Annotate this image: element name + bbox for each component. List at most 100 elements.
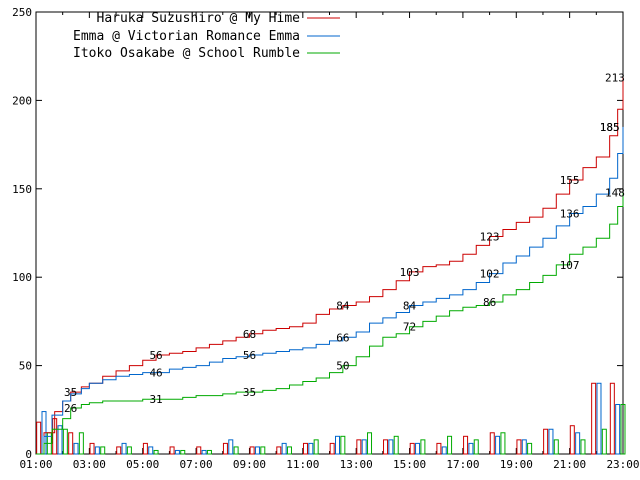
- axes: 0 50 100 150 200 250 01:00 03:00 05:00 07:00 09:00…: [12, 6, 639, 471]
- hourly-bar: [100, 446, 106, 455]
- hourly-bar: [201, 449, 207, 455]
- hourly-bar: [415, 442, 421, 455]
- hourly-bar: [356, 439, 362, 455]
- hourly-bar: [609, 382, 615, 455]
- point-label: 107: [560, 259, 580, 272]
- point-label: 136: [560, 208, 580, 221]
- hourly-bar: [615, 403, 621, 455]
- hourly-bar: [409, 442, 415, 455]
- point-label: 102: [480, 268, 500, 281]
- x-tick-label: 23:00: [606, 458, 639, 471]
- y-tick-label: 0: [25, 448, 32, 461]
- y-tick-label: 250: [12, 6, 32, 19]
- x-tick-label: 03:00: [73, 458, 106, 471]
- hourly-bars: [36, 382, 626, 455]
- plot-frame: [35, 11, 624, 455]
- point-label: 213: [605, 71, 625, 84]
- y-tick-label: 200: [12, 94, 32, 107]
- x-tick-label: 07:00: [180, 458, 213, 471]
- point-label: 123: [480, 231, 500, 244]
- hourly-bar: [57, 425, 63, 455]
- hourly-bar: [142, 442, 148, 455]
- point-label: 31: [149, 393, 162, 406]
- hourly-bar: [596, 382, 602, 455]
- point-label: 46: [149, 367, 162, 380]
- hourly-bar: [286, 446, 292, 455]
- hourly-bar: [388, 439, 394, 455]
- hourly-bar: [73, 442, 79, 455]
- hourly-bar: [463, 435, 469, 455]
- point-label: 56: [243, 349, 256, 362]
- point-label: 68: [243, 328, 256, 341]
- hourly-bar: [436, 442, 442, 455]
- hourly-bar: [36, 421, 42, 455]
- legend-label: Haruka Suzushiro @ My Hime: [97, 11, 301, 26]
- hourly-bar: [489, 432, 495, 455]
- hourly-bar: [222, 442, 228, 455]
- point-label: 148: [605, 186, 625, 199]
- hourly-bar: [249, 446, 255, 455]
- point-label: 84: [403, 299, 417, 312]
- hourly-bar: [233, 446, 239, 455]
- point-label: 50: [336, 360, 349, 373]
- point-label: 84: [336, 299, 350, 312]
- hourly-bar: [495, 435, 501, 455]
- x-tick-label: 13:00: [340, 458, 373, 471]
- hourly-bar: [521, 439, 527, 455]
- hourly-bar: [126, 446, 132, 455]
- point-label: 66: [336, 331, 349, 344]
- hourly-bar: [153, 449, 159, 455]
- hourly-bar: [89, 442, 95, 455]
- hourly-bar: [543, 428, 549, 455]
- hourly-bar: [420, 439, 426, 455]
- point-label: 86: [483, 296, 496, 309]
- hourly-bar: [78, 432, 84, 455]
- hourly-bar: [308, 442, 314, 455]
- series-line: [36, 192, 624, 455]
- hourly-bar: [500, 432, 506, 455]
- hourly-bar: [516, 439, 522, 455]
- point-label: 185: [600, 121, 620, 134]
- y-tick-label: 50: [19, 360, 32, 373]
- legend-label: Itoko Osakabe @ School Rumble: [73, 46, 300, 61]
- x-tick-label: 01:00: [19, 458, 52, 471]
- hourly-bar: [620, 403, 626, 455]
- x-tick-label: 21:00: [553, 458, 586, 471]
- hourly-bar: [367, 432, 373, 455]
- hourly-bar: [313, 439, 319, 455]
- x-tick-label: 19:00: [500, 458, 533, 471]
- hourly-bar: [174, 449, 180, 455]
- hourly-bar: [62, 428, 68, 455]
- hourly-bar: [68, 432, 74, 455]
- hourly-bar: [116, 446, 122, 455]
- hourly-bar: [569, 425, 575, 455]
- hourly-bar: [260, 446, 266, 455]
- x-tick-label: 17:00: [446, 458, 479, 471]
- point-label: 185: [600, 121, 620, 134]
- point-label: 56: [149, 349, 162, 362]
- point-labels: 3556688410312315518521346566684102136185…: [64, 71, 625, 415]
- hourly-bar: [340, 435, 346, 455]
- x-tick-label: 09:00: [233, 458, 266, 471]
- series-lines: [36, 77, 624, 455]
- hourly-bar: [228, 439, 234, 455]
- hourly-bar: [548, 428, 554, 455]
- hourly-bar: [206, 449, 212, 455]
- hourly-bar: [180, 449, 186, 455]
- hourly-bar: [447, 435, 453, 455]
- x-tick-label: 15:00: [393, 458, 426, 471]
- x-tick-label: 11:00: [286, 458, 319, 471]
- legend-label: Emma @ Victorian Romance Emma: [73, 29, 300, 44]
- hourly-bar: [468, 442, 474, 455]
- hourly-bar: [361, 439, 367, 455]
- hourly-bar: [302, 442, 308, 455]
- y-tick-label: 150: [12, 183, 32, 196]
- y-tick-label: 100: [12, 271, 32, 284]
- point-label: 35: [64, 386, 77, 399]
- point-label: 103: [400, 266, 420, 279]
- hourly-bar: [329, 442, 335, 455]
- x-tick-label: 05:00: [126, 458, 159, 471]
- hourly-bar: [383, 439, 389, 455]
- hourly-bar: [527, 442, 533, 455]
